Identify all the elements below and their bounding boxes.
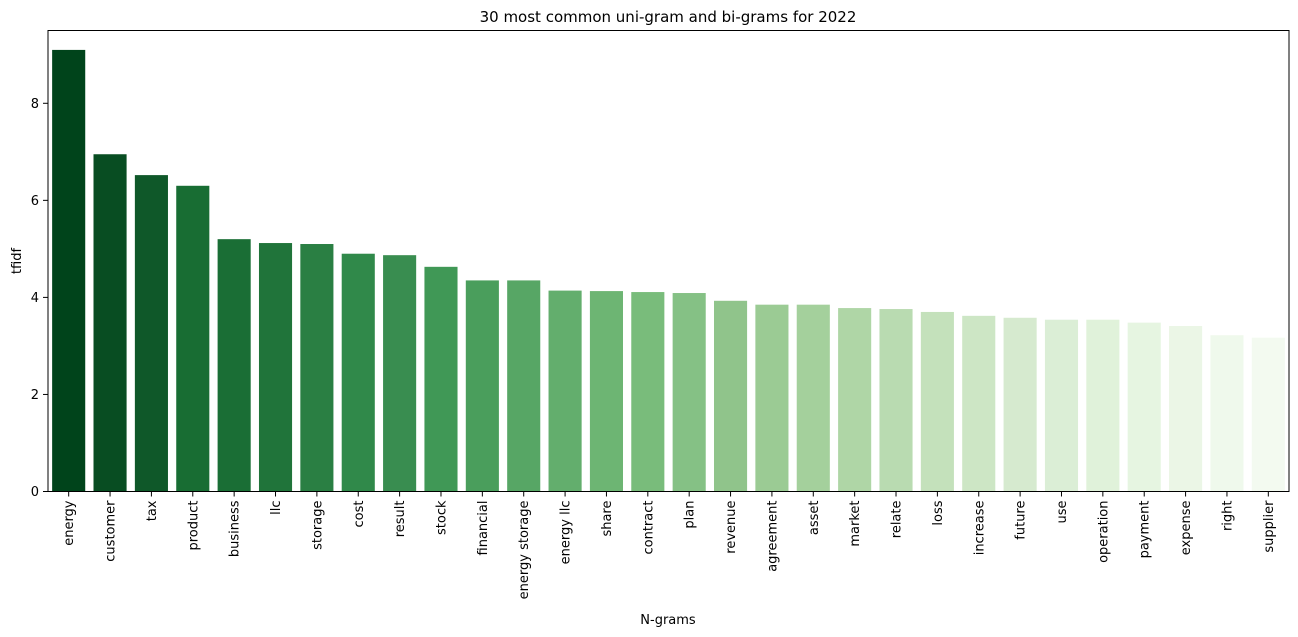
bar-market — [838, 308, 872, 492]
bar-operation — [1086, 319, 1120, 492]
bar-relate — [879, 309, 913, 492]
bar-energy — [52, 49, 86, 492]
x-tick-label: operation — [1096, 501, 1111, 563]
y-tick-label: 4 — [31, 291, 39, 306]
x-axis-ticks: energy customer tax product business llc stora… — [62, 491, 1277, 600]
x-tick-label: right — [1220, 501, 1235, 532]
bar-use — [1044, 319, 1079, 492]
bar-result — [383, 255, 417, 492]
bar-right — [1210, 335, 1244, 492]
x-tick-label: cost — [352, 501, 367, 528]
y-tick-label: 8 — [31, 97, 39, 112]
y-tick-label: 6 — [31, 194, 39, 209]
x-tick-label: contract — [641, 501, 656, 555]
x-tick-label: energy llc — [559, 501, 574, 565]
x-tick-label: product — [186, 501, 201, 551]
bar-tax — [134, 175, 168, 492]
bar-increase — [962, 315, 996, 492]
x-tick-label: llc — [269, 501, 284, 515]
bar-future — [1003, 317, 1037, 492]
x-axis-label: N-grams — [640, 613, 696, 628]
x-tick-label: agreement — [765, 501, 780, 572]
x-tick-label: payment — [1138, 501, 1153, 559]
x-tick-label: energy storage — [517, 501, 532, 600]
x-tick-label: asset — [807, 501, 822, 536]
bar-customer — [93, 154, 127, 492]
y-axis-label: tfidf — [10, 248, 25, 275]
x-tick-label: storage — [310, 501, 325, 550]
x-tick-label: market — [848, 501, 863, 547]
x-tick-label: share — [600, 501, 615, 537]
x-tick-label: revenue — [724, 501, 739, 554]
x-tick-label: increase — [972, 501, 987, 556]
bar-plan — [672, 293, 706, 492]
bar-loss — [920, 311, 954, 492]
bar-expense — [1169, 326, 1203, 492]
bar-financial — [465, 280, 499, 492]
y-tick-label: 0 — [31, 485, 39, 500]
plot-frame — [47, 30, 1290, 492]
x-tick-label: result — [393, 501, 408, 538]
bar-cost — [341, 253, 375, 492]
bar-payment — [1127, 322, 1161, 492]
x-tick-label: loss — [931, 500, 946, 525]
x-tick-label: tax — [145, 500, 160, 521]
y-axis-ticks: 0 2 4 6 8 — [31, 97, 48, 500]
bar-business — [217, 239, 251, 492]
x-tick-label: supplier — [1262, 500, 1277, 553]
x-tick-label: customer — [104, 500, 119, 562]
x-tick-label: use — [1055, 501, 1070, 524]
x-tick-label: future — [1014, 501, 1029, 540]
bar-revenue — [714, 300, 748, 492]
x-tick-label: stock — [434, 500, 449, 535]
bar-supplier — [1251, 337, 1285, 492]
x-tick-label: financial — [476, 501, 491, 556]
x-tick-label: relate — [890, 501, 905, 539]
bar-llc — [258, 243, 293, 492]
bar-energy-llc — [548, 290, 582, 492]
bar-energy-storage — [507, 280, 541, 492]
y-tick-label: 2 — [31, 388, 39, 403]
x-tick-label: expense — [1179, 501, 1194, 556]
x-tick-label: energy — [62, 500, 77, 546]
bar-storage — [300, 244, 334, 492]
x-tick-label: plan — [683, 501, 698, 529]
bars-group — [52, 49, 1285, 492]
chart-title: 30 most common uni-gram and bi-grams for… — [480, 8, 857, 26]
bar-share — [589, 291, 623, 492]
bar-contract — [631, 292, 665, 492]
bar-agreement — [755, 304, 789, 492]
bar-product — [176, 185, 210, 492]
bar-stock — [424, 266, 458, 492]
bar-asset — [796, 304, 830, 492]
x-tick-label: business — [228, 500, 243, 557]
